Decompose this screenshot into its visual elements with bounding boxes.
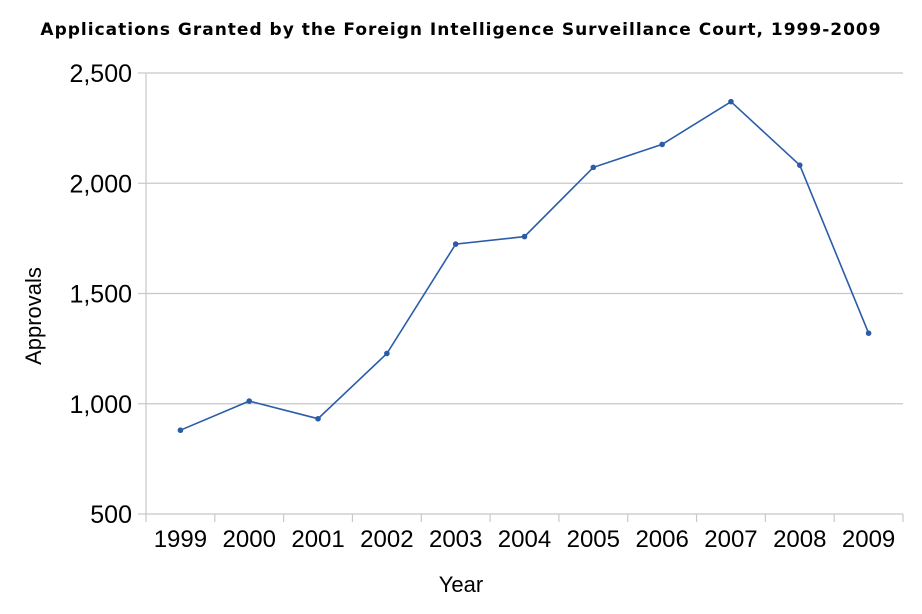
data-series (177, 98, 872, 434)
x-tick-label-1999: 1999 (154, 526, 207, 553)
axes (138, 72, 904, 522)
y-tick-label-4: 2,500 (69, 60, 132, 88)
y-tick-label-0: 500 (90, 501, 132, 529)
data-point-2007 (728, 98, 734, 105)
x-tick-label-2006: 2006 (635, 526, 688, 553)
x-tick-label-2008: 2008 (773, 526, 826, 553)
x-tick-label-2004: 2004 (498, 526, 551, 553)
x-tick-label-2002: 2002 (360, 526, 413, 553)
y-tick-labels: 500 1,000 1,500 2,000 2,500 (69, 60, 132, 529)
y-tick-label-2: 1,500 (69, 281, 132, 309)
grid-lines (146, 72, 903, 405)
data-point-2003 (452, 241, 459, 247)
x-axis-label: Year (439, 572, 483, 597)
x-tick-label-2000: 2000 (223, 526, 276, 553)
data-point-2000 (246, 398, 253, 404)
x-tick-label-2003: 2003 (429, 526, 482, 553)
y-axis-label: Approvals (21, 267, 46, 365)
x-tick-label-2009: 2009 (842, 526, 895, 553)
x-tick-label-2007: 2007 (704, 526, 757, 553)
x-tick-label-2005: 2005 (567, 526, 620, 553)
data-point-2004 (521, 233, 528, 240)
data-point-2002 (384, 350, 390, 357)
data-point-2008 (796, 162, 803, 168)
data-point-2006 (659, 141, 665, 148)
data-point-2009 (865, 330, 872, 336)
x-tick-labels: 1999 2000 2001 2002 2003 2004 2005 2006 2007 2008… (154, 526, 896, 553)
y-tick-label-3: 2,000 (69, 170, 132, 198)
y-tick-label-1: 1,000 (69, 391, 132, 419)
data-point-2005 (590, 164, 597, 171)
x-tick-label-2001: 2001 (291, 526, 344, 553)
data-point-2001 (315, 415, 321, 422)
chart-title: Applications Granted by the Foreign Inte… (40, 20, 882, 40)
series-line-0 (180, 100, 870, 431)
data-point-1999 (177, 427, 184, 434)
